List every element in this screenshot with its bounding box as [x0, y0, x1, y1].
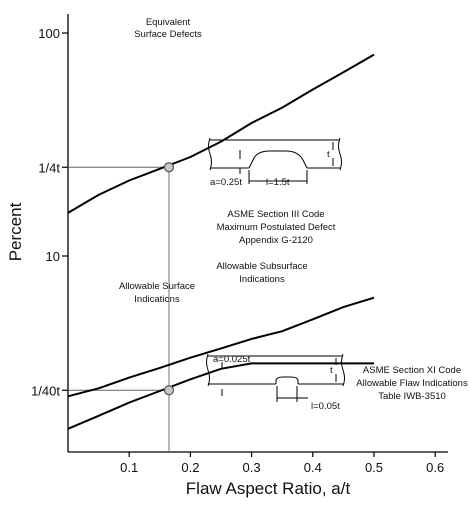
y-tick-label-3: 10 — [46, 249, 60, 264]
allowable-subsurface-note: Allowable Subsurface Indications — [216, 261, 307, 285]
x-tick-label-6: 0.6 — [426, 460, 444, 475]
x-tick-label-3: 0.3 — [243, 460, 261, 475]
section-xi-note: ASME Section XI Code Allowable Flaw Indi… — [356, 365, 468, 402]
svg-text:Maximum Postulated Defect: Maximum Postulated Defect — [217, 222, 336, 233]
svg-text:ASME Section III Code: ASME Section III Code — [227, 209, 324, 220]
svg-text:Equivalent: Equivalent — [146, 17, 191, 28]
svg-text:Appendix G-2120: Appendix G-2120 — [239, 235, 313, 246]
axis-ticks: 100 1/4t 10 1/40t 0.1 0.2 0.3 0.4 0.5 0.6 — [31, 26, 444, 475]
lower-sketch-a-label: a=0.025t — [213, 354, 251, 365]
y-tick-label-2: 1/4t — [38, 160, 60, 175]
lower-flaw-sketch — [206, 353, 345, 402]
series-line-3 — [67, 362, 374, 430]
svg-text:Indications: Indications — [239, 274, 285, 285]
allowable-surface-note: Allowable Surface Indications — [119, 281, 195, 305]
upper-sketch-a-label: a=0.25t — [210, 177, 242, 188]
x-tick-label-1: 0.1 — [120, 460, 138, 475]
data-series — [67, 53, 375, 430]
upper-flaw-sketch — [208, 137, 342, 184]
svg-text:Indications: Indications — [134, 294, 180, 305]
svg-text:Allowable Subsurface: Allowable Subsurface — [216, 261, 307, 272]
section-iii-note: ASME Section III Code Maximum Postulated… — [217, 209, 336, 246]
x-axis-label: Flaw Aspect Ratio, a/t — [186, 479, 351, 498]
y-tick-label-4: 1/40t — [31, 383, 60, 398]
upper-sketch-t-label: t — [327, 149, 330, 160]
intersection-marker-2 — [163, 385, 175, 396]
lower-sketch-t-label: t — [330, 365, 333, 376]
svg-text:Allowable Surface: Allowable Surface — [119, 281, 195, 292]
svg-text:Surface Defects: Surface Defects — [134, 29, 202, 40]
equivalent-surface-defects-note: Equivalent Surface Defects — [134, 17, 202, 40]
y-axis-label: Percent — [6, 202, 25, 261]
intersection-markers — [163, 162, 175, 396]
reference-lines — [68, 166, 170, 452]
svg-text:Allowable Flaw Indications: Allowable Flaw Indications — [356, 378, 468, 389]
upper-sketch-l-label: l=1.5t — [266, 177, 290, 188]
svg-text:Table IWB-3510: Table IWB-3510 — [378, 391, 446, 402]
y-tick-label-1: 100 — [38, 26, 60, 41]
x-tick-label-4: 0.4 — [304, 460, 322, 475]
svg-text:ASME Section XI Code: ASME Section XI Code — [363, 365, 461, 376]
x-tick-label-2: 0.2 — [181, 460, 199, 475]
series-line-1 — [67, 53, 375, 214]
lower-sketch-l-label: l=0.05t — [311, 401, 340, 412]
series-line-2 — [67, 296, 375, 398]
intersection-marker-1 — [163, 162, 175, 173]
x-tick-label-5: 0.5 — [365, 460, 383, 475]
